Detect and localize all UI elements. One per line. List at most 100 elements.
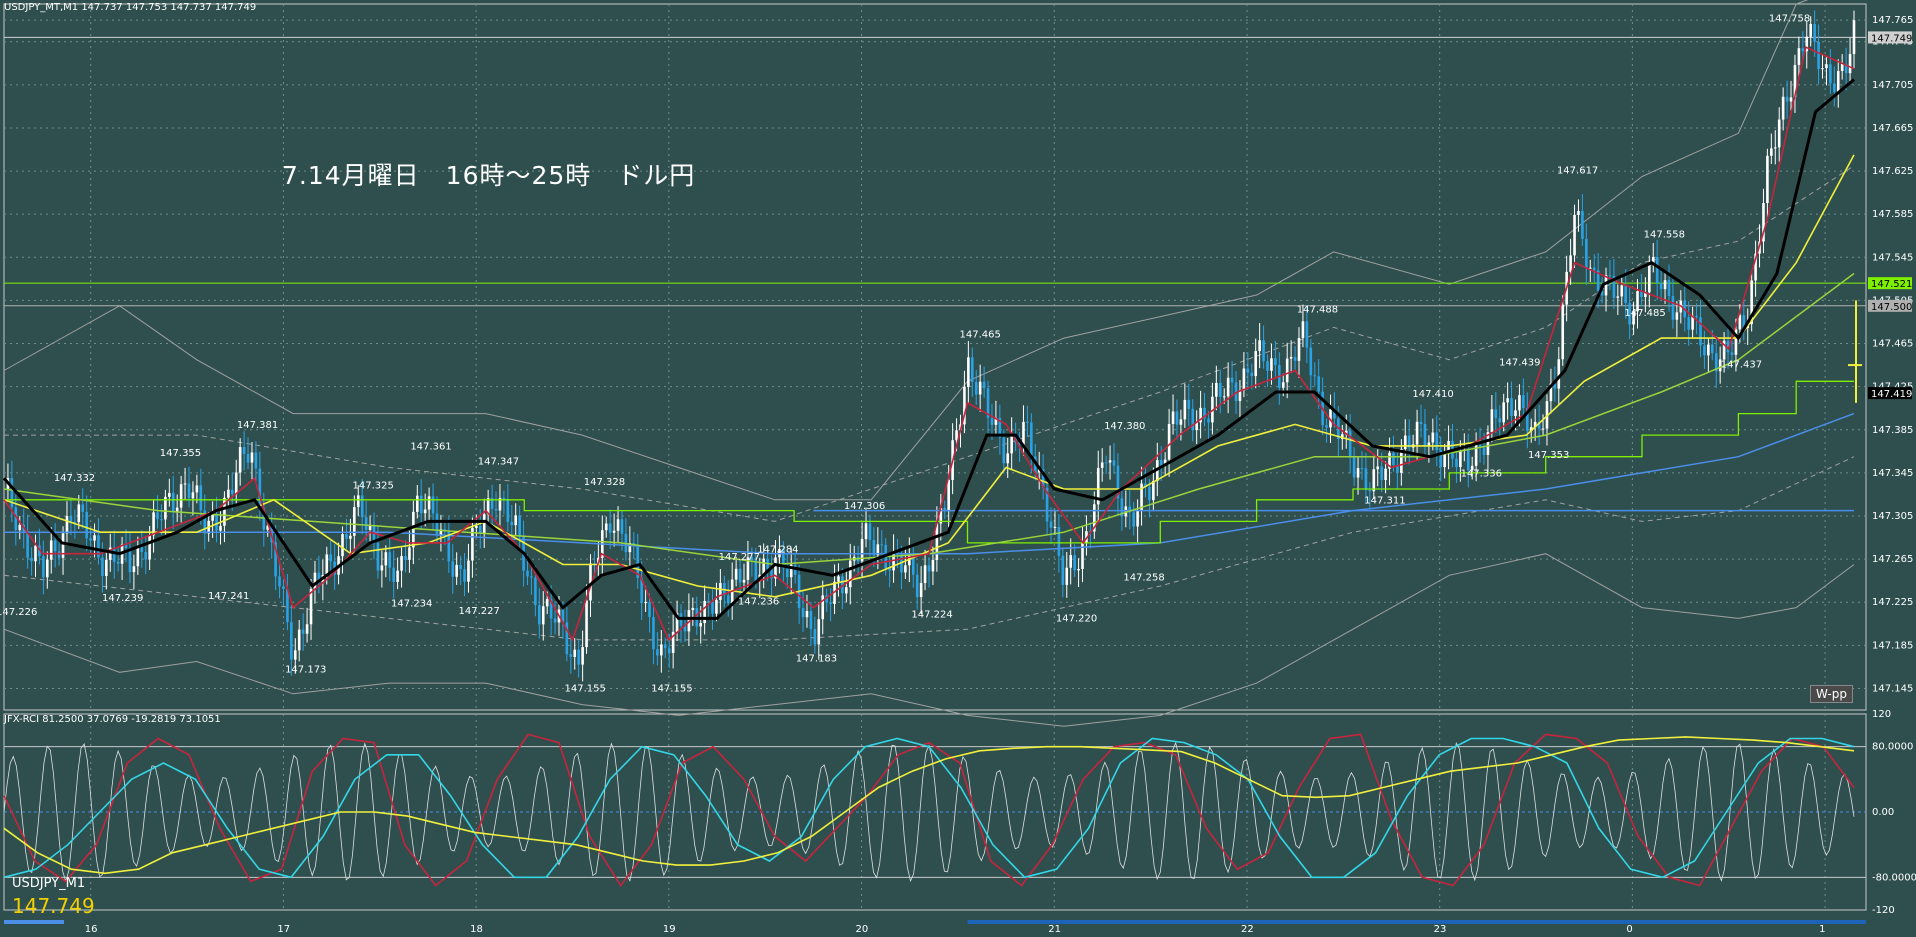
candle-body [538, 605, 541, 625]
candle-body [742, 579, 746, 583]
candle-body [1065, 567, 1069, 585]
candle-body [1014, 434, 1017, 443]
rci-y-tick-label: 80.0000 [1872, 742, 1913, 753]
candle-body [671, 631, 675, 653]
candle-body [215, 514, 218, 531]
candle-body [1136, 510, 1139, 527]
candle-body [353, 507, 356, 536]
candle-body [1100, 462, 1104, 468]
candle-body [262, 508, 266, 530]
candle-body [223, 497, 226, 526]
y-tick-label: 147.765 [1872, 15, 1913, 26]
candle-body [1266, 361, 1269, 371]
candle-body [1250, 372, 1254, 377]
candle-body [530, 576, 533, 578]
candle-body [1380, 466, 1383, 481]
candle-body [297, 629, 301, 651]
candle-body [1770, 148, 1773, 156]
candle-body [45, 559, 49, 578]
candle-body [301, 629, 305, 634]
candle-body [1254, 351, 1258, 377]
candle-body [770, 569, 773, 579]
candle-body [1388, 452, 1391, 469]
candle-body [939, 507, 943, 524]
step-line [4, 380, 1854, 544]
candle-body [1573, 214, 1576, 256]
candle-body [380, 565, 384, 571]
candles [6, 10, 1856, 682]
candle-body [1478, 444, 1482, 448]
candle-body [837, 576, 840, 582]
candle-body [1852, 20, 1856, 55]
candle-body [388, 552, 392, 568]
candle-body [42, 556, 45, 578]
price-level-tag [1868, 31, 1912, 44]
candle-body [148, 535, 151, 560]
candle-body [923, 565, 927, 584]
candle-body [427, 496, 431, 510]
candle-body [691, 607, 695, 611]
candle-body [164, 496, 167, 520]
price-annotation: 147.155 [651, 684, 692, 695]
candle-body [699, 623, 703, 627]
candle-body [1482, 447, 1486, 455]
candle-body [26, 531, 29, 558]
candle-body [1777, 119, 1781, 148]
candle-body [1258, 340, 1261, 352]
candle-body [774, 557, 777, 579]
candle-body [502, 497, 506, 500]
candle-body [545, 599, 549, 607]
price-annotation: 147.355 [160, 448, 201, 459]
candle-body [1069, 555, 1073, 568]
candle-body [195, 485, 199, 493]
candle-body [1187, 399, 1191, 409]
candle-body [644, 602, 647, 604]
candle-body [101, 557, 104, 576]
candle-body [1651, 257, 1655, 263]
candle-body [1825, 64, 1828, 69]
price-annotation: 147.361 [410, 442, 451, 453]
candle-body [132, 566, 136, 573]
candle-body [419, 495, 423, 514]
candle-body [911, 553, 915, 575]
candle-body [864, 523, 868, 540]
candle-body [1144, 483, 1147, 488]
candle-body [565, 622, 569, 655]
candle-body [313, 572, 317, 589]
candle-body [1840, 64, 1844, 71]
yellow-moving-average [3, 154, 1855, 598]
candle-body [325, 554, 329, 575]
candle-body [329, 554, 333, 562]
candle-body [1006, 453, 1010, 464]
candle-body [1809, 24, 1813, 37]
candle-body [978, 381, 982, 395]
candle-body [1789, 97, 1793, 102]
candle-body [341, 534, 344, 557]
candle-body [1640, 291, 1643, 298]
candle-body [1470, 465, 1474, 471]
bollinger-upper-2 [3, 0, 1809, 501]
y-tick-label: 147.625 [1872, 166, 1913, 177]
bollinger-upper-1 [4, 165, 1855, 522]
candle-body [412, 511, 415, 548]
candle-body [1116, 465, 1120, 499]
candle-body [1238, 390, 1242, 402]
price-annotation: 147.439 [1499, 358, 1540, 369]
candle-body [534, 577, 537, 606]
rci-header: JFX-RCI 81.2500 37.0769 -19.2819 73.1051 [4, 714, 221, 725]
candle-body [1707, 344, 1710, 356]
candle-body [1821, 68, 1824, 70]
candle-body [360, 495, 364, 518]
candle-body [703, 600, 706, 624]
candle-body [219, 525, 222, 531]
price-annotation: 147.258 [1123, 573, 1164, 584]
price-annotation: 147.617 [1557, 166, 1598, 177]
candle-body [1466, 449, 1470, 471]
candle-body [711, 602, 714, 614]
y-tick-label: 147.345 [1872, 468, 1913, 479]
candle-body [152, 512, 155, 536]
candle-body [108, 547, 112, 560]
candle-body [1281, 382, 1285, 388]
candle-body [652, 617, 655, 650]
